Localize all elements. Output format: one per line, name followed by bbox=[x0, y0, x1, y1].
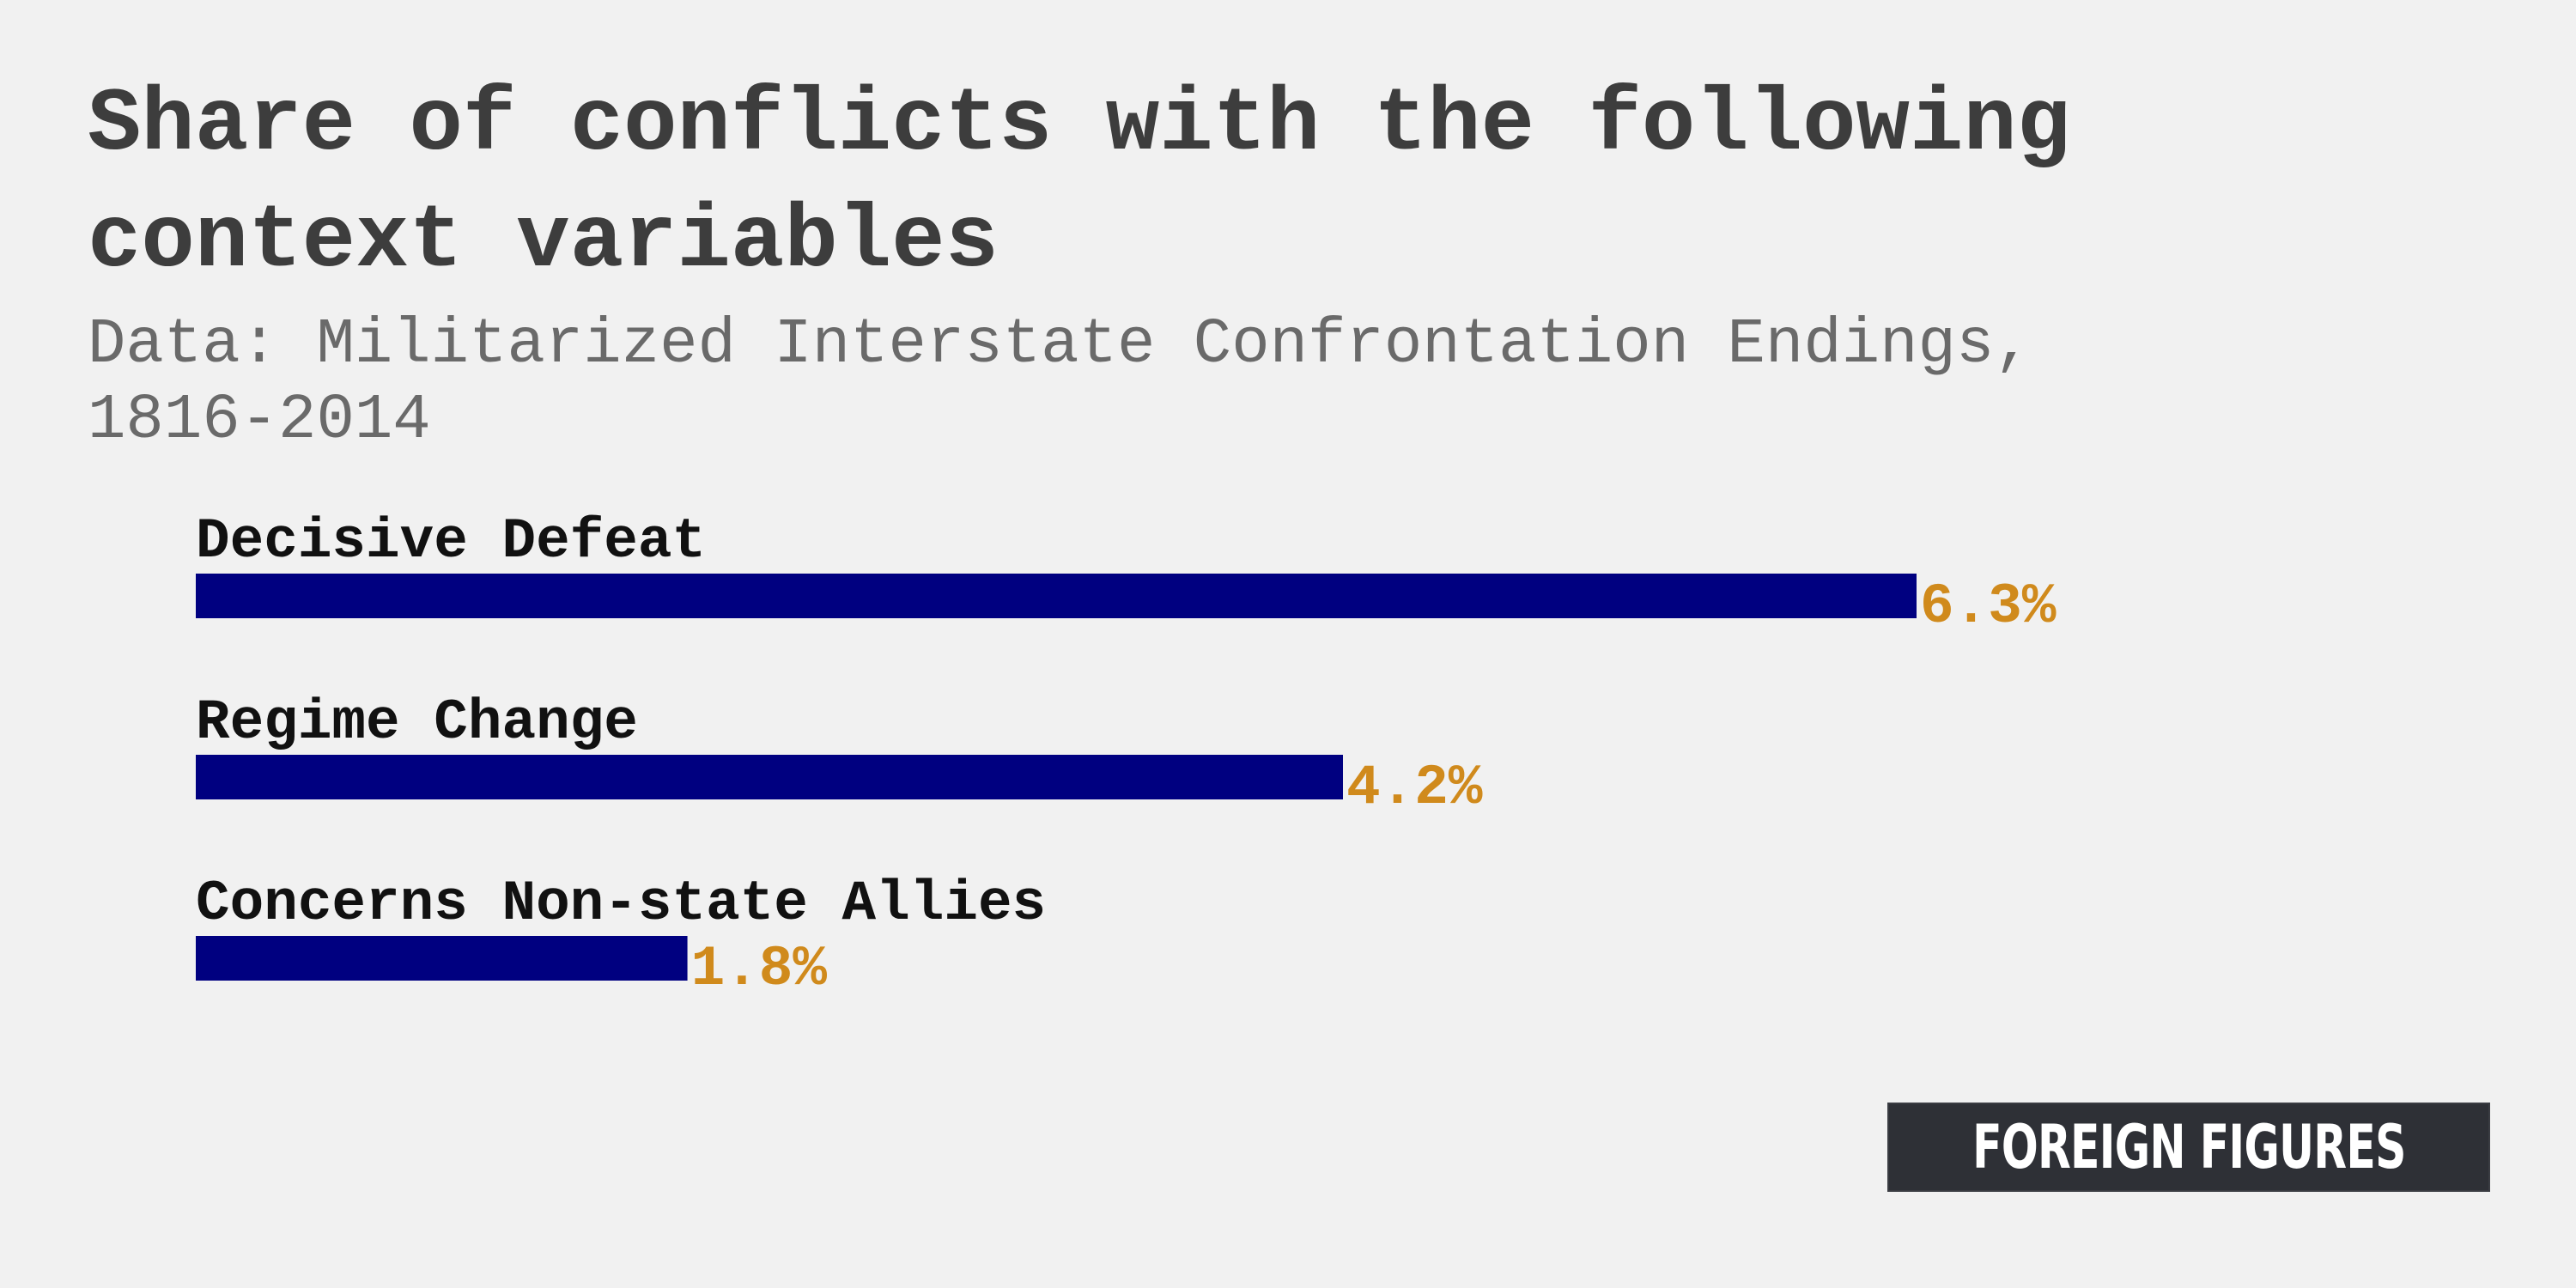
logo-text: FOREIGN FIGURES bbox=[1971, 1112, 2406, 1182]
value-label: 1.8% bbox=[691, 937, 828, 1001]
value-label: 6.3% bbox=[1920, 574, 2057, 639]
category-label: Decisive Defeat bbox=[196, 509, 706, 574]
bar bbox=[196, 936, 688, 981]
value-label: 4.2% bbox=[1346, 756, 1483, 820]
foreign-figures-logo: FOREIGN FIGURES bbox=[1887, 1103, 2490, 1192]
bar bbox=[196, 755, 1343, 799]
category-label: Concerns Non-state Allies bbox=[196, 872, 1046, 936]
chart-subtitle: Data: Militarized Interstate Confrontati… bbox=[88, 309, 2032, 457]
category-label: Regime Change bbox=[196, 690, 638, 755]
chart-title: Share of conflicts with the following co… bbox=[88, 75, 2071, 293]
bar bbox=[196, 574, 1917, 618]
